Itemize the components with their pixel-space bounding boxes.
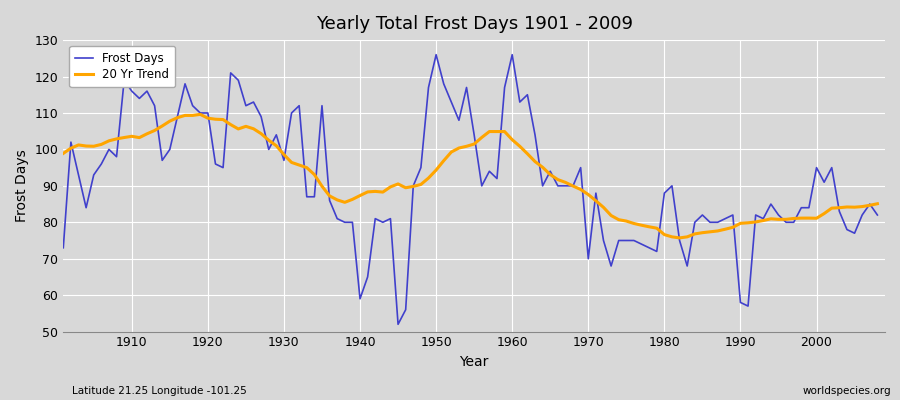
20 Yr Trend: [788, 216, 799, 221]
Y-axis label: Frost Days: Frost Days: [15, 150, 29, 222]
Line: Frost Days: Frost Days: [63, 55, 878, 324]
Frost Days: [872, 212, 883, 217]
Text: worldspecies.org: worldspecies.org: [803, 386, 891, 396]
Line: 20 Yr Trend: 20 Yr Trend: [63, 114, 878, 238]
20 Yr Trend: [446, 150, 456, 154]
20 Yr Trend: [58, 151, 68, 156]
Frost Days: [454, 118, 464, 123]
Frost Days: [392, 322, 403, 327]
Frost Days: [788, 220, 799, 225]
20 Yr Trend: [141, 131, 152, 136]
Frost Days: [58, 245, 68, 250]
20 Yr Trend: [674, 236, 685, 240]
20 Yr Trend: [187, 113, 198, 118]
20 Yr Trend: [194, 112, 205, 117]
Frost Days: [773, 212, 784, 217]
20 Yr Trend: [773, 217, 784, 222]
Text: Latitude 21.25 Longitude -101.25: Latitude 21.25 Longitude -101.25: [72, 386, 247, 396]
20 Yr Trend: [720, 227, 731, 232]
X-axis label: Year: Year: [460, 355, 489, 369]
Frost Days: [187, 103, 198, 108]
Legend: Frost Days, 20 Yr Trend: Frost Days, 20 Yr Trend: [69, 46, 176, 87]
20 Yr Trend: [872, 201, 883, 206]
Title: Yearly Total Frost Days 1901 - 2009: Yearly Total Frost Days 1901 - 2009: [316, 15, 633, 33]
Frost Days: [431, 52, 442, 57]
Frost Days: [141, 89, 152, 94]
Frost Days: [720, 216, 731, 221]
